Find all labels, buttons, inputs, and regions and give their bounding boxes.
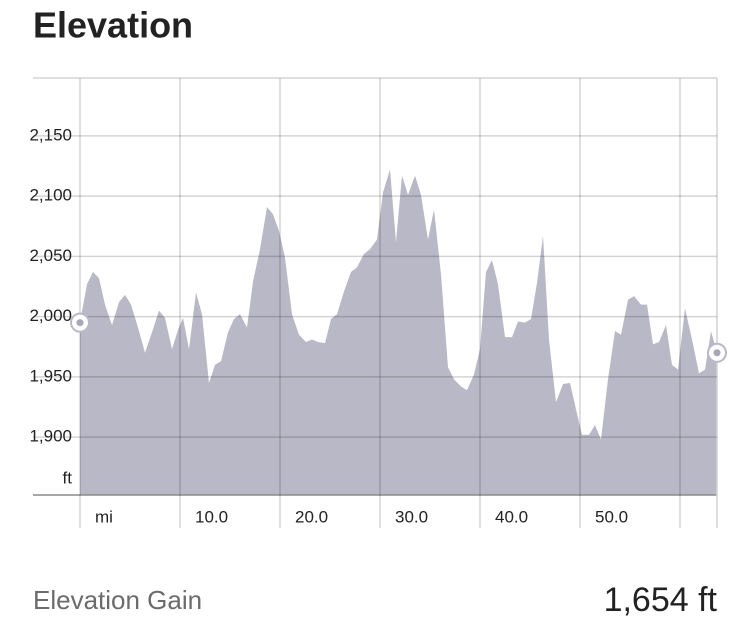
summary-value: 1,654 ft [604, 581, 718, 619]
y-tick-label: 2,100 [29, 186, 72, 205]
x-tick-label: 10.0 [195, 507, 228, 526]
x-tick-label: 20.0 [295, 507, 328, 526]
y-tick-label: 2,000 [29, 306, 72, 325]
x-tick-label: 40.0 [495, 507, 528, 526]
elevation-area [80, 169, 717, 495]
endpoint-dot [76, 319, 84, 327]
y-unit-label: ft [63, 468, 73, 487]
chart-title: Elevation [33, 5, 193, 46]
x-tick-label: mi [95, 507, 113, 526]
y-tick-label: 2,050 [29, 246, 72, 265]
endpoint-dot [713, 349, 721, 357]
y-tick-label: 1,900 [29, 427, 72, 446]
x-tick-label: 50.0 [595, 507, 628, 526]
y-tick-label: 1,950 [29, 366, 72, 385]
y-tick-label: 2,150 [29, 125, 72, 144]
x-tick-label: 30.0 [395, 507, 428, 526]
summary-label: Elevation Gain [33, 585, 202, 615]
